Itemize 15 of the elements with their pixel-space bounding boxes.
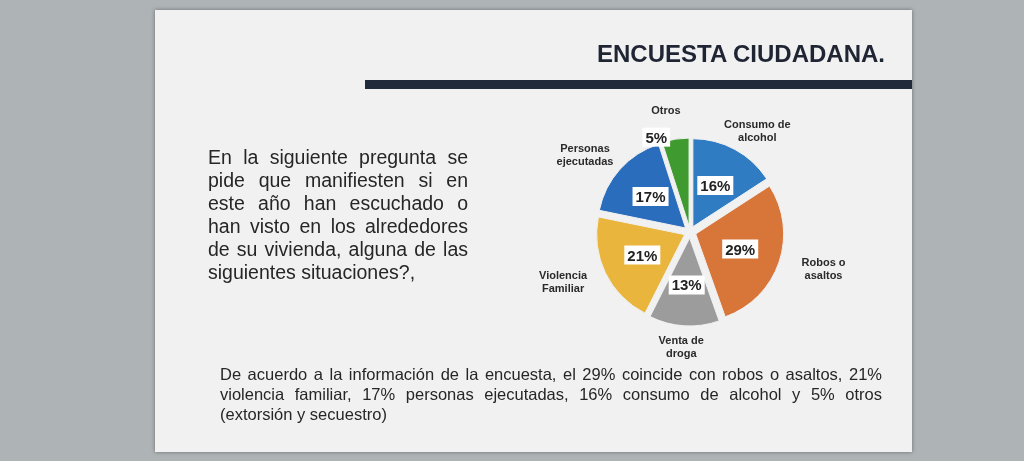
text: De acuerdo a la información de la encuesta, el 29% coincide con robos o asaltos, 21% violencia familiar, 17% personas ejecutadas, 16% consumo de alcohol y 5% otros (extorsión y secuestro) — [220, 364, 882, 424]
slice-label: Personas ejecutadas — [555, 142, 615, 169]
data-label: 16% — [700, 176, 731, 194]
slice-label: Robos o asaltos — [800, 255, 847, 282]
chart-title: ENCUESTA CIUDADANA. — [597, 40, 885, 68]
data-label: 29% — [725, 240, 756, 258]
text: En la siguiente pregunta se pide que manifiesten si en este año han escuchado o han visto en los alrededores de su vivienda, alguna de las siguientes situaciones?, — [208, 146, 468, 284]
data-label: 17% — [635, 188, 666, 206]
slice-label: Otros — [650, 104, 682, 118]
data-label: 13% — [671, 276, 702, 294]
slice-label: Venta de droga — [657, 333, 705, 360]
slice-label: Consumo de alcohol — [723, 117, 792, 144]
data-label: 21% — [627, 246, 658, 264]
slice-label: Violencia Familiar — [538, 269, 589, 296]
data-label: 5% — [645, 128, 668, 146]
